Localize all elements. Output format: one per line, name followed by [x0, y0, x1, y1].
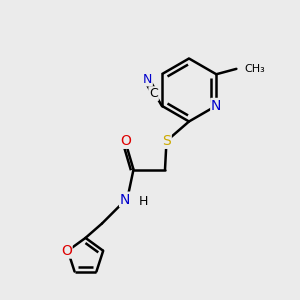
Text: C: C [149, 87, 158, 100]
Text: O: O [61, 244, 72, 258]
Text: N: N [120, 193, 130, 206]
Text: N: N [211, 99, 221, 113]
Text: S: S [162, 134, 171, 148]
Text: N: N [142, 73, 152, 85]
Text: CH₃: CH₃ [244, 64, 265, 74]
Text: O: O [121, 134, 131, 148]
Text: H: H [138, 195, 148, 208]
